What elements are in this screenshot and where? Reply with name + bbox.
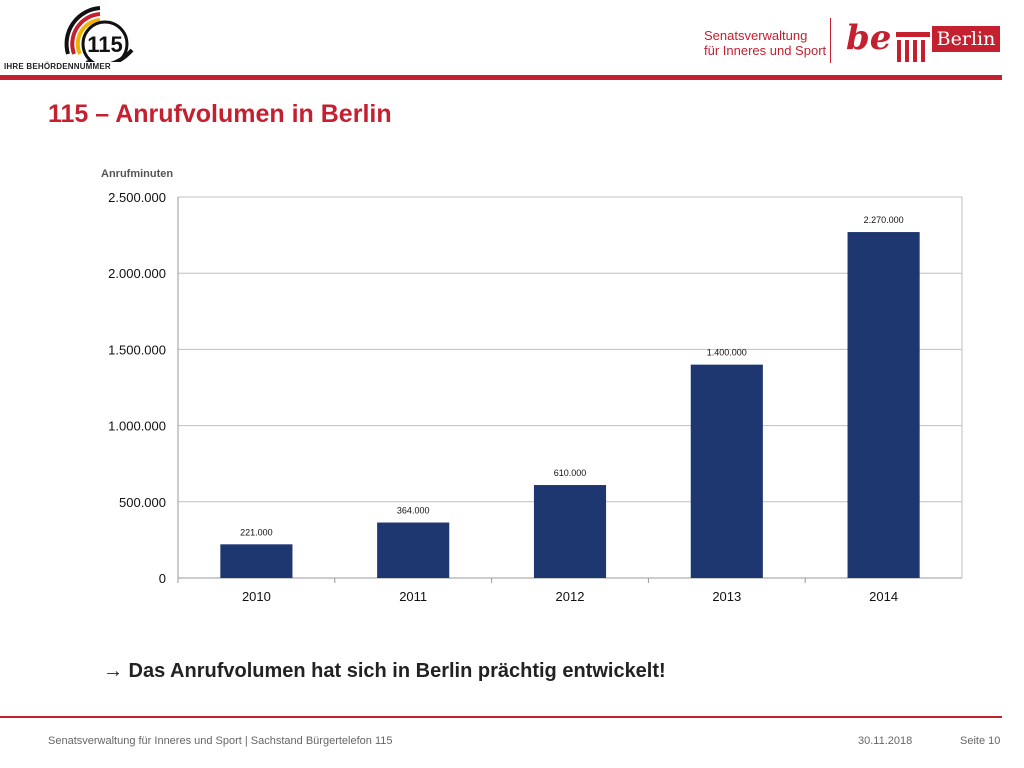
footer-rule xyxy=(0,716,1002,718)
senat-name: Senatsverwaltung für Inneres und Sport xyxy=(704,28,826,58)
y-tick-label: 2.500.000 xyxy=(108,190,166,205)
bar xyxy=(533,485,607,578)
data-label: 364.000 xyxy=(397,506,430,516)
bar xyxy=(847,232,920,578)
be-berlin-logo: be Berlin xyxy=(846,18,1006,68)
bar xyxy=(690,364,763,578)
data-label: 610.000 xyxy=(554,468,587,478)
y-tick-label: 0 xyxy=(159,571,166,586)
y-tick-label: 2.000.000 xyxy=(108,266,166,281)
bar xyxy=(377,522,450,578)
y-tick-label: 1.500.000 xyxy=(108,342,166,357)
header-divider xyxy=(830,18,831,63)
x-tick-label: 2011 xyxy=(399,589,427,604)
footer-date: 30.11.2018 xyxy=(858,735,913,747)
logo-115: 115 IHRE BEHÖRDENNUMMER xyxy=(2,2,152,74)
logo-caption: IHRE BEHÖRDENNUMMER xyxy=(4,62,111,71)
logo-number: 115 xyxy=(87,32,123,57)
data-label: 221.000 xyxy=(240,527,273,537)
senat-line-1: Senatsverwaltung xyxy=(704,28,808,43)
x-tick-label: 2010 xyxy=(242,589,271,604)
brandenburg-gate-icon xyxy=(896,32,930,62)
conclusion-text: → Das Anrufvolumen hat sich in Berlin pr… xyxy=(103,660,666,682)
footer-source: Senatsverwaltung für Inneres und Sport |… xyxy=(48,735,393,747)
data-label: 1.400.000 xyxy=(707,348,747,358)
footer-page-number: Seite 10 xyxy=(960,735,1001,747)
header-rule xyxy=(0,75,1002,80)
x-tick-label: 2014 xyxy=(869,589,898,604)
y-axis-label: Anrufminuten xyxy=(101,168,173,180)
x-tick-label: 2013 xyxy=(712,589,741,604)
bar xyxy=(220,544,293,578)
page-title: 115 – Anrufvolumen in Berlin xyxy=(48,100,392,128)
senat-line-2: für Inneres und Sport xyxy=(704,43,827,58)
data-label: 2.270.000 xyxy=(864,215,904,225)
x-tick-label: 2012 xyxy=(556,589,585,604)
bar-chart: Anrufminuten 0 500.000 1.000.000 1.500.000 2… xyxy=(101,168,963,604)
y-tick-label: 500.000 xyxy=(119,495,166,510)
y-tick-label: 1.000.000 xyxy=(108,419,166,434)
be-logo-text: be xyxy=(846,18,892,58)
berlin-label: Berlin xyxy=(932,26,1000,52)
logo-115-emblem: 115 xyxy=(64,6,134,68)
